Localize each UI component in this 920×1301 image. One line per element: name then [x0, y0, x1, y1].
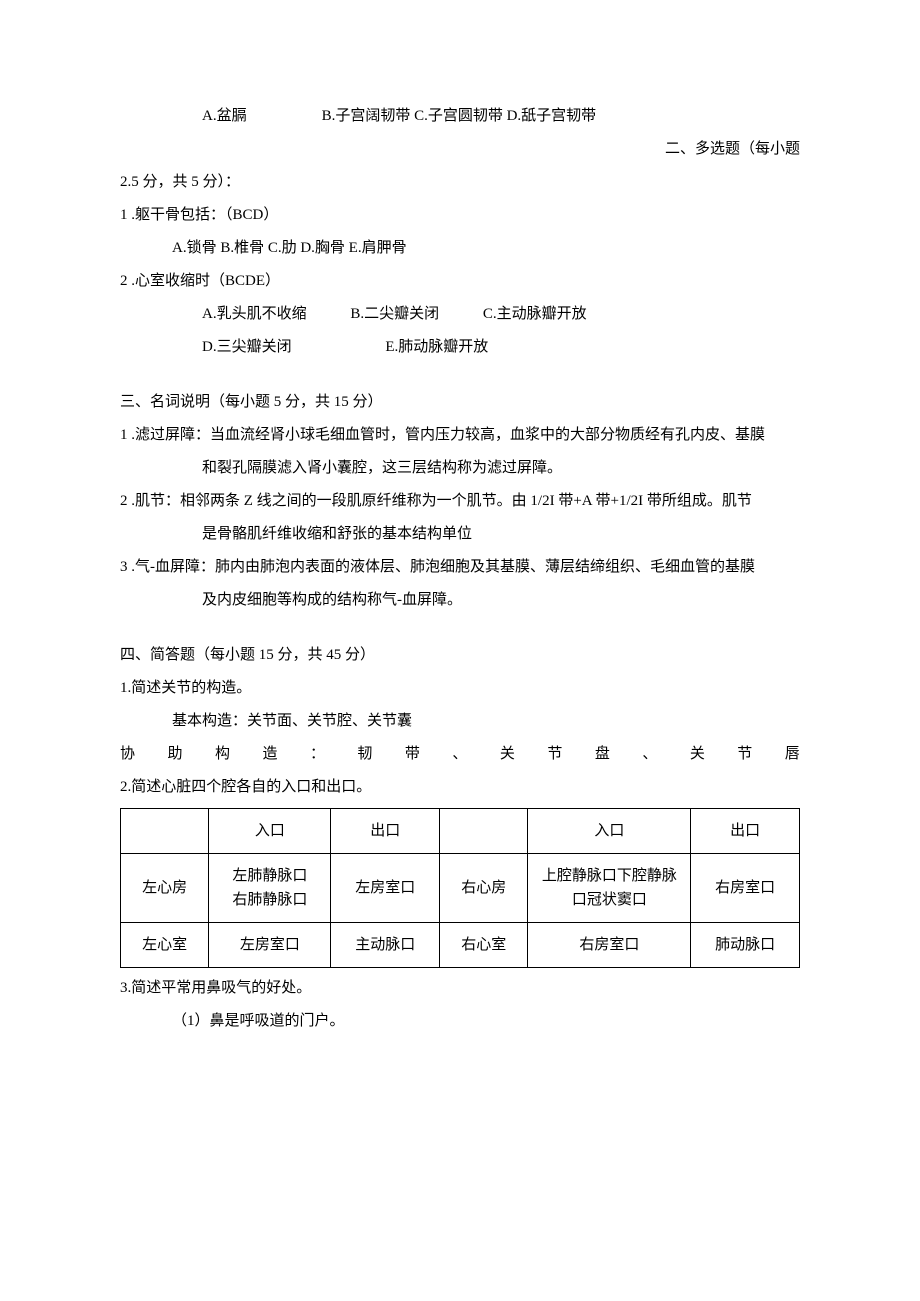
justify-char: ： [310, 738, 325, 771]
q4-3-stem: 3.简述平常用鼻吸气的好处。 [120, 972, 800, 1005]
section-2-heading-part1: 二、多选题（每小题 [120, 133, 800, 166]
mc-q2-opt-a: A.乳头肌不收缩 [202, 306, 307, 322]
term-1-line1: 1 .滤过屏障：当血流经肾小球毛细血管时，管内压力较高，血浆中的大部分物质经有孔… [120, 419, 800, 452]
table-cell: 右房室口 [528, 923, 691, 968]
q4-1-stem: 1.简述关节的构造。 [120, 672, 800, 705]
justify-char: 节 [737, 738, 752, 771]
term-2-line1: 2 .肌节：相邻两条 Z 线之间的一段肌原纤维称为一个肌节。由 1/2I 带+A… [120, 485, 800, 518]
table-header-cell: 入口 [528, 809, 691, 854]
justify-char: 、 [452, 738, 467, 771]
justify-char: 唇 [785, 738, 800, 771]
q4-1-answer-assist: 协助构造：韧带、关节盘、关节唇 [120, 738, 800, 771]
justify-char: 韧 [357, 738, 372, 771]
table-cell: 主动脉口 [331, 923, 440, 968]
table-header-cell: 出口 [331, 809, 440, 854]
justify-char: 关 [690, 738, 705, 771]
table-cell: 右房室口 [691, 854, 800, 923]
term-3-line2: 及内皮细胞等构成的结构称气-血屏障。 [120, 584, 800, 617]
justify-char: 、 [642, 738, 657, 771]
mc-q2-stem: 2 .心室收缩时（BCDE） [120, 265, 800, 298]
mc-q2-options-line1: A.乳头肌不收缩 B.二尖瓣关闭 C.主动脉瓣开放 [120, 298, 800, 331]
q4-1-answer-basic: 基本构造：关节面、关节腔、关节囊 [120, 705, 800, 738]
mc-q2-opt-c: C.主动脉瓣开放 [483, 306, 587, 322]
table-cell: 左房室口 [209, 923, 331, 968]
table-cell: 左房室口 [331, 854, 440, 923]
table-cell: 上腔静脉口下腔静脉口冠状窦口 [528, 854, 691, 923]
term-3-line1: 3 .气-血屏障：肺内由肺泡内表面的液体层、肺泡细胞及其基膜、薄层结缔组织、毛细… [120, 551, 800, 584]
section-2-heading-part2: 2.5 分，共 5 分）： [120, 166, 800, 199]
mc-q2-opt-d: D.三尖瓣关闭 [202, 339, 292, 355]
mc-q1-stem: 1 .躯干骨包括：（BCD） [120, 199, 800, 232]
justify-char: 构 [215, 738, 230, 771]
q4-3-answer: （1）鼻是呼吸道的门户。 [120, 1005, 800, 1038]
table-header-cell: 入口 [209, 809, 331, 854]
mc-q2-options-line2: D.三尖瓣关闭 E.肺动脉瓣开放 [120, 331, 800, 364]
table-header-cell: 出口 [691, 809, 800, 854]
section-3-heading: 三、名词说明（每小题 5 分，共 15 分） [120, 386, 800, 419]
justify-char: 造 [262, 738, 277, 771]
justify-char: 协 [120, 738, 135, 771]
table-cell: 左肺静脉口右肺静脉口 [209, 854, 331, 923]
justify-char: 关 [500, 738, 515, 771]
justify-char: 节 [547, 738, 562, 771]
mc-q2-opt-b: B.二尖瓣关闭 [350, 306, 439, 322]
table-cell: 右心室 [440, 923, 528, 968]
justify-char: 带 [405, 738, 420, 771]
previous-question-options: A.盆膈 B.子宫阔韧带 C.子宫圆韧带 D.舐子宫韧带 [120, 100, 800, 133]
table-cell: 肺动脉口 [691, 923, 800, 968]
table-row: 左心室左房室口主动脉口右心室右房室口肺动脉口 [121, 923, 800, 968]
mc-q2-opt-e: E.肺动脉瓣开放 [385, 339, 488, 355]
section-4-heading: 四、简答题（每小题 15 分，共 45 分） [120, 639, 800, 672]
mc-q1-options: A.锁骨 B.椎骨 C.肋 D.胸骨 E.肩胛骨 [120, 232, 800, 265]
justify-char: 盘 [595, 738, 610, 771]
q4-2-stem: 2.简述心脏四个腔各自的入口和出口。 [120, 771, 800, 804]
table-cell: 左心室 [121, 923, 209, 968]
table-cell: 左心房 [121, 854, 209, 923]
table-header-cell [121, 809, 209, 854]
table-header-cell [440, 809, 528, 854]
heart-chambers-table: 入口 出口 入口 出口 左心房左肺静脉口右肺静脉口左房室口右心房上腔静脉口下腔静… [120, 808, 800, 968]
table-cell: 右心房 [440, 854, 528, 923]
table-header-row: 入口 出口 入口 出口 [121, 809, 800, 854]
table-row: 左心房左肺静脉口右肺静脉口左房室口右心房上腔静脉口下腔静脉口冠状窦口右房室口 [121, 854, 800, 923]
justify-char: 助 [167, 738, 182, 771]
term-2-line2: 是骨骼肌纤维收缩和舒张的基本结构单位 [120, 518, 800, 551]
term-1-line2: 和裂孔隔膜滤入肾小囊腔，这三层结构称为滤过屏障。 [120, 452, 800, 485]
